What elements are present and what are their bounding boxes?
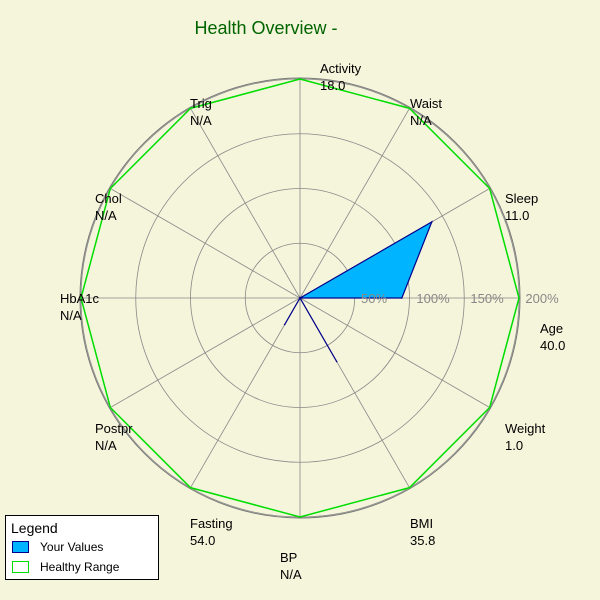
spoke-chol (110, 188, 301, 299)
legend: Legend Your Values Healthy Range (5, 515, 159, 580)
axis-value-bmi: 35.8 (410, 533, 435, 548)
axis-value-chol: N/A (95, 208, 117, 223)
spoke-fasting (190, 297, 301, 488)
axis-label-postpr: Postpr (95, 421, 133, 436)
legend-swatch-healthy-range (12, 561, 29, 573)
outer-frame-circle (79, 77, 521, 519)
axis-label-activity: Activity (320, 61, 362, 76)
legend-label-your-values: Your Values (40, 540, 104, 554)
spoke-weight (299, 297, 490, 408)
axis-label-hba1c: HbA1c (60, 291, 100, 306)
axis-label-bmi: BMI (410, 516, 433, 531)
axis-value-trig: N/A (190, 113, 212, 128)
axis-value-age: 40.0 (540, 338, 565, 353)
value-point-bmi (335, 360, 338, 363)
radial-tick-label-150: 150% (470, 291, 504, 306)
spoke-waist (299, 108, 410, 299)
axis-label-weight: Weight (505, 421, 546, 436)
axis-label-sleep: Sleep (505, 191, 538, 206)
legend-label-healthy-range: Healthy Range (40, 560, 120, 574)
legend-swatch-your-values (12, 541, 29, 553)
axis-value-postpr: N/A (95, 438, 117, 453)
spoke-trig (190, 108, 301, 299)
axis-label-trig: Trig (190, 96, 212, 111)
axis-label-chol: Chol (95, 191, 122, 206)
legend-title: Legend (11, 520, 58, 536)
spoke-postpr (110, 297, 301, 408)
radial-tick-label-50: 50% (361, 291, 387, 306)
axis-label-age: Age (540, 321, 563, 336)
value-point-trig (299, 297, 301, 299)
value-point-sleep (431, 221, 433, 223)
axis-label-bp: BP (280, 550, 297, 565)
your-values-polygon (284, 220, 434, 362)
axis-value-sleep: 11.0 (505, 208, 529, 223)
axis-value-hba1c: N/A (60, 308, 82, 323)
chart-title: Health Overview - (194, 18, 338, 38)
healthy-range-polygon (80, 78, 520, 518)
axis-label-waist: Waist (410, 96, 442, 111)
value-point-fasting (283, 323, 286, 326)
radial-tick-label-100: 100% (416, 291, 450, 306)
value-point-age (401, 297, 403, 299)
radial-tick-label-200: 200% (525, 291, 559, 306)
axis-value-weight: 1.0 (505, 438, 523, 453)
axis-value-fasting: 54.0 (190, 533, 215, 548)
axis-value-waist: N/A (410, 113, 432, 128)
axis-value-bp: N/A (280, 567, 302, 582)
axis-value-activity: 18.0 (320, 78, 345, 93)
axis-label-fasting: Fasting (190, 516, 233, 531)
